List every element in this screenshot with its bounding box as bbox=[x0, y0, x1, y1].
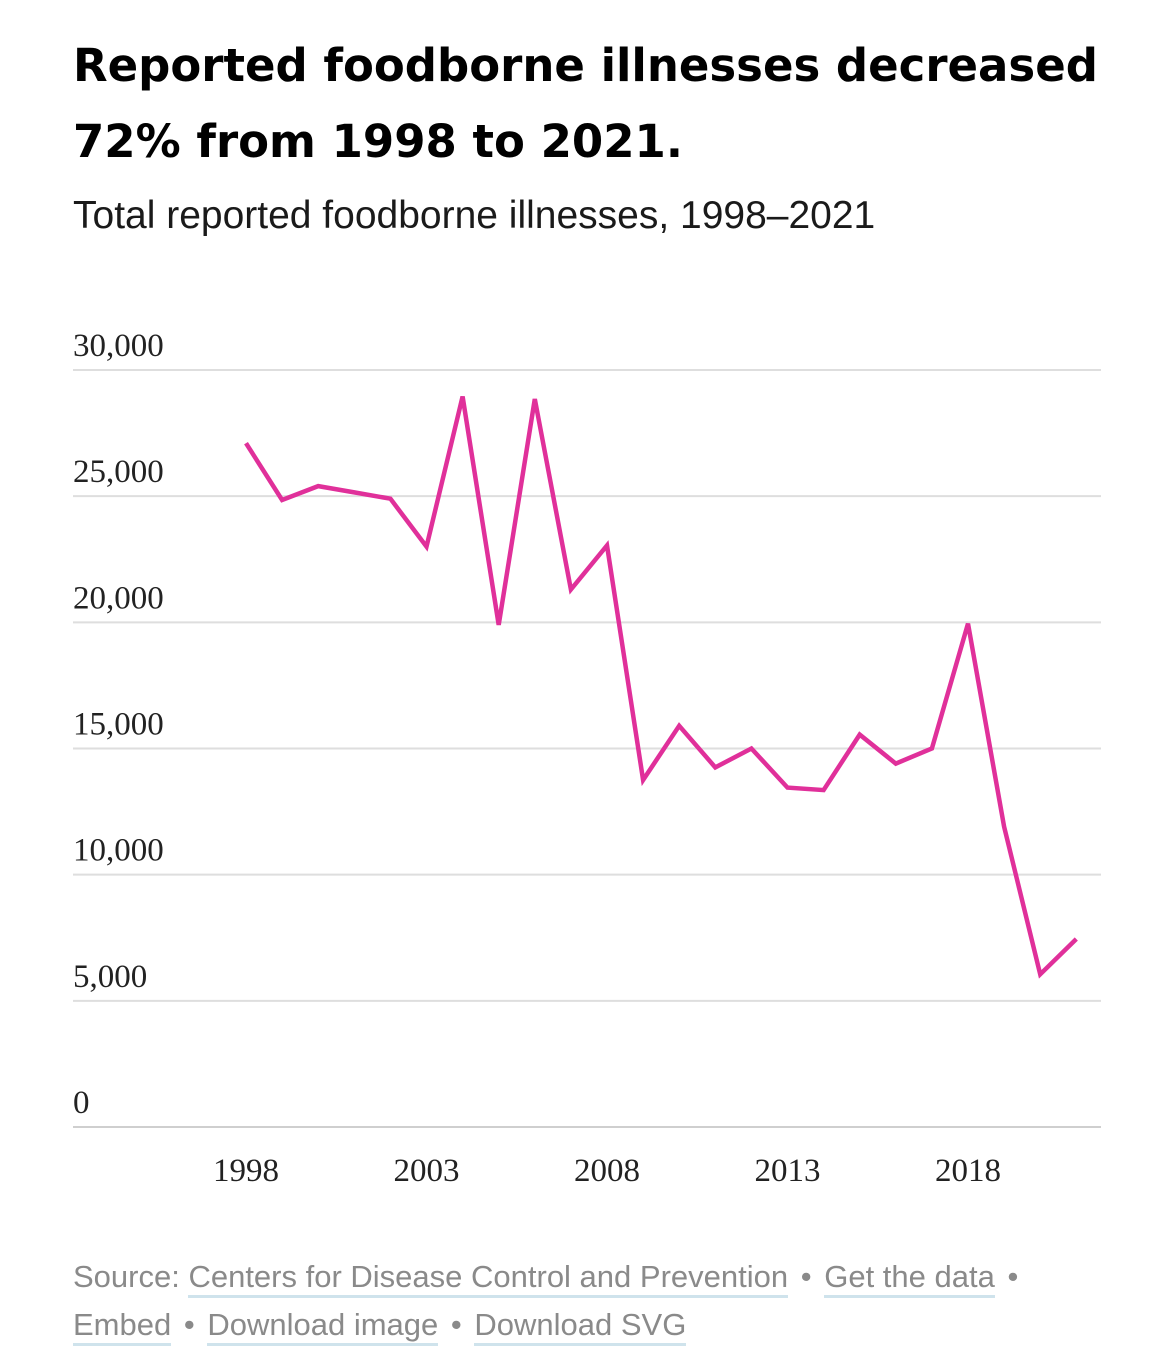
source-link[interactable]: Centers for Disease Control and Preventi… bbox=[188, 1259, 789, 1298]
separator: • bbox=[1007, 1259, 1019, 1294]
y-tick-label: 0 bbox=[73, 1085, 90, 1121]
y-tick-label: 20,000 bbox=[73, 580, 164, 616]
embed-link[interactable]: Embed bbox=[73, 1307, 172, 1346]
separator: • bbox=[183, 1307, 195, 1342]
line-chart: 0 5,000 10,000 15,000 20,000 25,000 30,000 199… bbox=[73, 328, 1101, 1189]
series-line bbox=[244, 395, 1078, 979]
x-tick-label: 2018 bbox=[935, 1153, 1001, 1189]
download-image-link[interactable]: Download image bbox=[207, 1307, 439, 1346]
y-tick-label: 30,000 bbox=[73, 328, 164, 364]
x-tick-label: 2008 bbox=[574, 1153, 640, 1189]
chart-footer: Source: Centers for Disease Control and … bbox=[73, 1253, 1103, 1349]
chart-subtitle: Total reported foodborne illnesses, 1998… bbox=[73, 194, 876, 237]
y-tick-label: 25,000 bbox=[73, 454, 164, 490]
x-tick-label: 2003 bbox=[394, 1153, 460, 1189]
gridlines bbox=[73, 369, 1101, 1128]
separator: • bbox=[800, 1259, 812, 1294]
x-axis-ticks: 1998 2003 2008 2013 2018 bbox=[213, 1153, 1001, 1189]
download-svg-link[interactable]: Download SVG bbox=[474, 1307, 687, 1346]
y-axis-ticks: 0 5,000 10,000 15,000 20,000 25,000 30,000 bbox=[73, 328, 164, 1121]
y-tick-label: 10,000 bbox=[73, 833, 164, 869]
x-tick-label: 1998 bbox=[213, 1153, 279, 1189]
y-tick-label: 5,000 bbox=[73, 959, 147, 995]
chart-title: Reported foodborne illnesses decreased 7… bbox=[73, 39, 1098, 168]
separator: • bbox=[450, 1307, 462, 1342]
y-tick-label: 15,000 bbox=[73, 707, 164, 743]
source-label: Source: bbox=[73, 1259, 189, 1294]
x-tick-label: 2013 bbox=[755, 1153, 821, 1189]
get-data-link[interactable]: Get the data bbox=[824, 1259, 995, 1298]
